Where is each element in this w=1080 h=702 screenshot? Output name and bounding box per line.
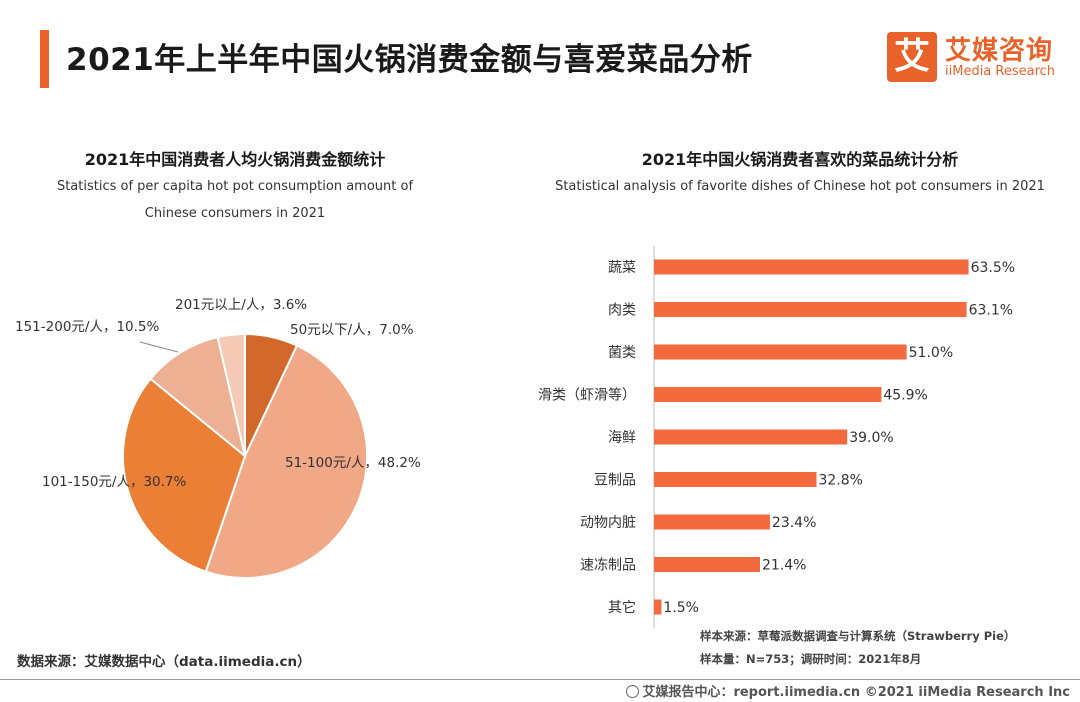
bar-value-item-3: 45.9%: [883, 388, 927, 404]
footer-credit: 艾媒报告中心：report.iimedia.cn ©2021 iiMedia R…: [626, 681, 1070, 700]
globe-icon: [626, 685, 640, 698]
pie-subtitle-line1: Statistics of per capita hot pot consump…: [56, 179, 414, 194]
bar-chart-title: 2021年中国火锅消费者喜欢的菜品统计分析: [641, 150, 959, 169]
pie-chart-title: 2021年中国消费者人均火锅消费金额统计: [84, 150, 386, 169]
footer-text: 艾媒报告中心：report.iimedia.cn ©2021 iiMedia R…: [642, 685, 1070, 700]
title-accent-bar: [40, 30, 49, 88]
pie-slice-201: [216, 332, 246, 457]
pie-label-101-150: 101-150元/人，30.7%: [42, 474, 187, 490]
pie-subtitle-line2: Chinese consumers in 2021: [144, 206, 326, 221]
bar-value-item-8: 1.5%: [663, 600, 699, 616]
bar-chart: 蔬菜 63.5% 肉类 63.1% 菌类 51.0% 滑类（虾滑等） 45.9% 海鲜 39.0%…: [538, 246, 1015, 628]
pie-label-201: 201元以上/人，3.6%: [175, 297, 307, 313]
logo-name-cn: 艾媒咨询: [945, 36, 1054, 66]
bar-item-3: [654, 387, 882, 402]
sample-size-note: 样本量：N=753；调研时间：2021年8月: [700, 652, 922, 666]
pie-label-151-200: 151-200元/人，10.5%: [15, 319, 160, 335]
bar-value-item-6: 23.4%: [772, 515, 816, 531]
logo-mark: 艾: [887, 32, 937, 82]
bar-category-item-2: 菌类: [608, 345, 636, 361]
bar-category-item-8: 其它: [608, 599, 636, 616]
pie-chart: 50元以下/人，7.0% 51-100元/人，48.2% 101-150元/人，30…: [15, 297, 421, 579]
bar-value-item-0: 63.5%: [971, 260, 1015, 276]
bar-category-item-0: 蔬菜: [608, 260, 636, 276]
bar-category-item-6: 动物内脏: [580, 515, 636, 531]
pie-slice-101-150: [122, 377, 247, 573]
bar-category-item-3: 滑类（虾滑等）: [538, 387, 636, 404]
pie-chart-subtitle: Statistics of per capita hot pot consump…: [0, 173, 470, 227]
pie-slice-151-200: [149, 335, 247, 459]
bar-value-item-5: 32.8%: [818, 473, 862, 489]
bar-value-item-4: 39.0%: [849, 430, 893, 446]
bar-category-item-7: 速冻制品: [580, 557, 636, 574]
bar-item-4: [654, 429, 848, 445]
bar-item-2: [654, 344, 907, 360]
pie-slice-51-100: [204, 344, 369, 579]
data-source: 数据来源：艾媒数据中心（data.iimedia.cn）: [17, 654, 311, 670]
bar-value-item-7: 21.4%: [762, 558, 806, 574]
bar-item-5: [654, 472, 817, 487]
logo-name-en: iiMedia Research: [945, 64, 1056, 79]
bar-item-6: [654, 514, 770, 530]
bar-item-0: [654, 259, 969, 275]
brand-logo: 艾 艾媒咨询 iiMedia Research: [887, 30, 1067, 86]
pie-label-50: 50元以下/人，7.0%: [290, 322, 414, 338]
bar-value-item-1: 63.1%: [969, 303, 1013, 319]
bar-category-item-4: 海鲜: [608, 430, 636, 446]
bar-chart-subtitle: Statistical analysis of favorite dishes …: [555, 179, 1045, 194]
sample-source-note: 样本来源：草莓派数据调查与计算系统（Strawberry Pie）: [700, 629, 1016, 643]
pie-leader-line: [139, 341, 179, 353]
page-title: 2021年上半年中国火锅消费金额与喜爱菜品分析: [66, 42, 753, 78]
pie-label-51-100: 51-100元/人，48.2%: [285, 455, 421, 471]
bar-item-8: [654, 599, 662, 615]
bar-item-1: [654, 302, 967, 317]
bar-category-item-1: 肉类: [608, 303, 636, 319]
bar-value-item-2: 51.0%: [909, 345, 953, 361]
bar-category-item-5: 豆制品: [594, 473, 636, 489]
footer-divider: [0, 679, 1080, 680]
bar-item-7: [654, 557, 761, 572]
